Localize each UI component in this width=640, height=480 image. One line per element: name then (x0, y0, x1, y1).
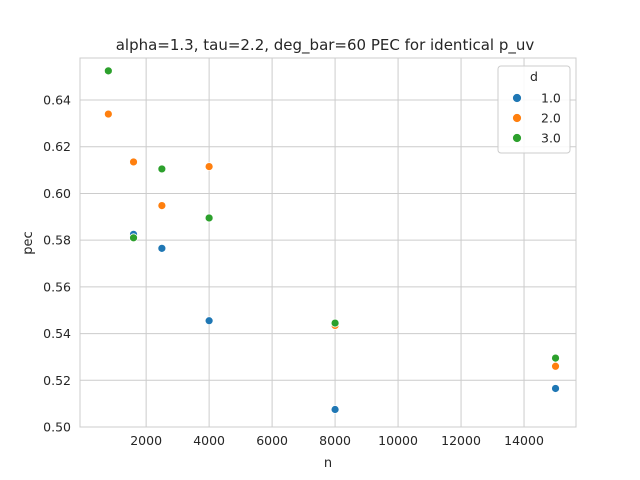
data-point (157, 243, 167, 253)
data-point (103, 66, 113, 76)
x-tick-label: 14000 (504, 433, 544, 448)
data-point (103, 109, 113, 119)
y-tick-label: 0.64 (43, 93, 71, 108)
data-point (204, 162, 214, 171)
legend-label: 1.0 (541, 91, 561, 106)
x-tick-label: 6000 (256, 433, 288, 448)
x-tick-labels: 2000 4000 6000 8000 10000 12000 14000 (130, 433, 544, 448)
data-point (330, 405, 340, 414)
legend-marker (512, 113, 522, 123)
legend-label: 2.0 (541, 111, 561, 126)
y-tick-label: 0.58 (43, 233, 71, 248)
y-tick-label: 0.54 (43, 326, 71, 341)
legend: d 1.0 2.0 3.0 (497, 65, 571, 154)
legend-marker (512, 93, 522, 103)
x-tick-label: 4000 (193, 433, 225, 448)
x-tick-label: 8000 (319, 433, 351, 448)
y-tick-labels: 0.50 0.52 0.54 0.56 0.58 0.60 0.62 0.64 (43, 93, 71, 435)
x-axis-label: n (324, 456, 332, 471)
data-point (551, 353, 560, 363)
legend-marker (512, 133, 522, 143)
x-tick-label: 10000 (378, 433, 418, 448)
legend-label: 3.0 (541, 131, 561, 146)
data-point (551, 361, 560, 371)
plot-frame (79, 57, 577, 428)
series-3.0 (103, 66, 560, 363)
plot-area (80, 58, 576, 427)
y-tick-label: 0.52 (43, 373, 71, 388)
legend-title: d (530, 69, 538, 84)
data-points (103, 66, 560, 414)
y-tick-label: 0.50 (43, 420, 71, 435)
x-tick-label: 2000 (130, 433, 162, 448)
data-point (129, 157, 138, 167)
x-tick-label: 12000 (441, 433, 481, 448)
chart-title: alpha=1.3, tau=2.2, deg_bar=60 PEC for i… (116, 36, 535, 55)
data-point (551, 384, 560, 393)
legend-box (497, 65, 571, 154)
data-point (204, 213, 214, 223)
data-point (157, 164, 167, 174)
data-point (129, 233, 138, 243)
data-point (157, 201, 167, 211)
data-point (204, 316, 214, 326)
y-axis-label: pec (21, 231, 36, 254)
data-point (330, 318, 340, 328)
y-tick-label: 0.60 (43, 186, 71, 201)
y-tick-label: 0.62 (43, 139, 71, 154)
y-tick-label: 0.56 (43, 279, 71, 294)
